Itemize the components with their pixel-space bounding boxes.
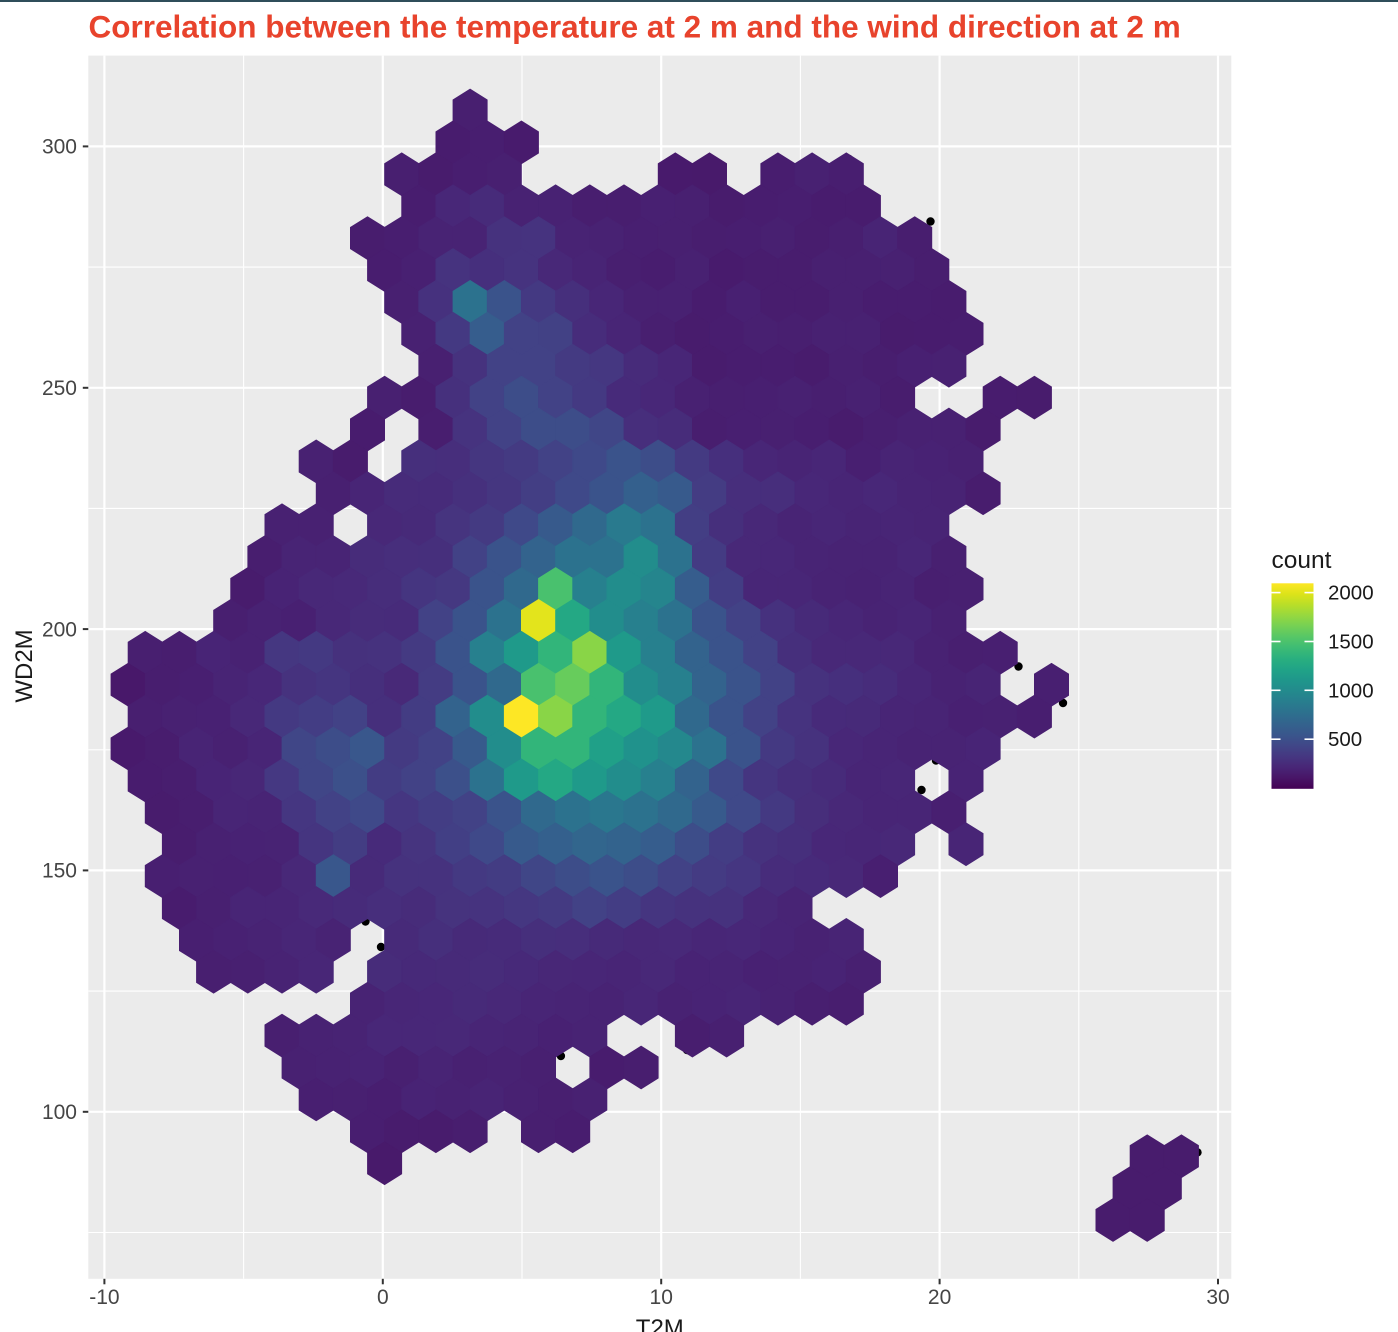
svg-text:count: count (1272, 547, 1332, 574)
svg-text:Correlation between the temper: Correlation between the temperature at 2… (89, 9, 1181, 45)
svg-text:30: 30 (1206, 1286, 1229, 1309)
svg-text:-10: -10 (89, 1286, 119, 1309)
svg-text:2000: 2000 (1328, 582, 1374, 605)
svg-text:200: 200 (42, 618, 77, 641)
svg-text:250: 250 (42, 377, 77, 400)
svg-text:0: 0 (377, 1286, 389, 1309)
svg-text:T2M: T2M (636, 1315, 684, 1332)
svg-text:1000: 1000 (1328, 679, 1374, 702)
svg-text:150: 150 (42, 860, 77, 883)
svg-text:300: 300 (42, 136, 77, 159)
svg-text:20: 20 (928, 1286, 951, 1309)
svg-text:1500: 1500 (1328, 631, 1374, 654)
svg-text:500: 500 (1328, 728, 1362, 751)
svg-text:WD2M: WD2M (11, 629, 38, 702)
svg-text:100: 100 (42, 1101, 77, 1124)
svg-text:10: 10 (650, 1286, 673, 1309)
